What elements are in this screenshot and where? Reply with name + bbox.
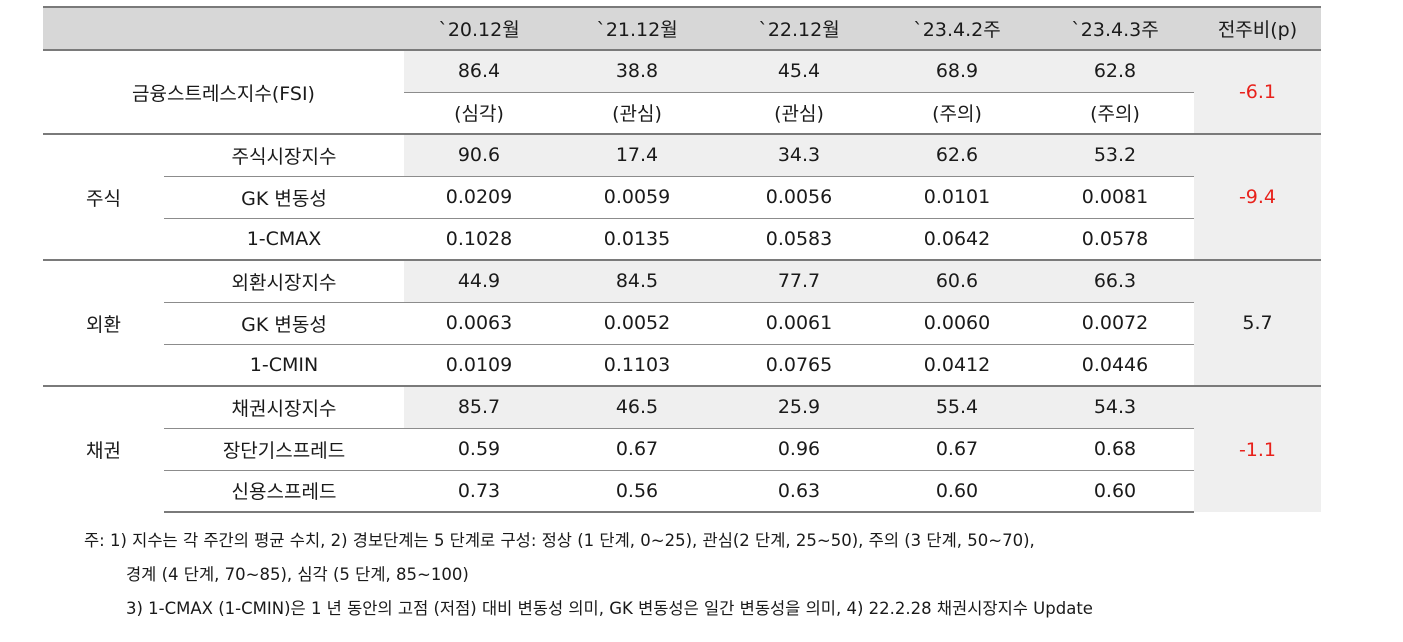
table-row: 1-CMAX 0.1028 0.0135 0.0583 0.0642 0.057…: [43, 217, 1321, 260]
footnote-line: 주: 1) 지수는 각 주간의 평균 수치, 2) 경보단계는 5 단계로 구성…: [84, 531, 1035, 550]
cell-value: 0.60: [1036, 469, 1194, 513]
cell-value: 0.56: [554, 469, 720, 513]
fsi-level: (관심): [554, 91, 720, 134]
header-period-1: `20.12월: [404, 6, 554, 51]
header-blank-1: [43, 6, 164, 51]
cell-value: 17.4: [554, 133, 720, 176]
cell-value: 0.96: [720, 427, 878, 470]
cell-value: 0.0060: [878, 301, 1036, 344]
cell-value: 0.68: [1036, 427, 1194, 470]
cell-value: 84.5: [554, 259, 720, 302]
row-label: 1-CMAX: [164, 217, 404, 260]
cell-value: 66.3: [1036, 259, 1194, 302]
cell-value: 0.0135: [554, 217, 720, 260]
cell-value: 55.4: [878, 385, 1036, 428]
table-row: 채권 채권시장지수 85.7 46.5 25.9 55.4 54.3 -1.1: [43, 385, 1321, 512]
row-label: 외환시장지수: [164, 259, 404, 302]
cell-value: 0.60: [878, 469, 1036, 513]
cell-value: 0.0052: [554, 301, 720, 344]
cell-value: 90.6: [404, 133, 554, 176]
table-row: 신용스프레드 0.73 0.56 0.63 0.60 0.60: [43, 469, 1321, 513]
cell-value: 0.0583: [720, 217, 878, 260]
group-label-stock: 주식: [43, 133, 164, 260]
table-row: 장단기스프레드 0.59 0.67 0.96 0.67 0.68: [43, 427, 1321, 470]
row-label: 1-CMIN: [164, 343, 404, 386]
header-blank-2: [164, 6, 404, 51]
fsi-level: (심각): [404, 91, 554, 134]
cell-value: 0.67: [878, 427, 1036, 470]
cell-value: 0.0072: [1036, 301, 1194, 344]
header-period-2: `21.12월: [554, 6, 720, 51]
cell-value: 0.59: [404, 427, 554, 470]
fsi-value: 86.4: [404, 50, 554, 92]
group-change-fx: 5.7: [1194, 259, 1321, 386]
cell-value: 0.0642: [878, 217, 1036, 260]
cell-value: 0.0765: [720, 343, 878, 386]
table-row: GK 변동성 0.0063 0.0052 0.0061 0.0060 0.007…: [43, 301, 1321, 344]
cell-value: 0.0412: [878, 343, 1036, 386]
group-label-bond: 채권: [43, 385, 164, 512]
footnote-line: 경계 (4 단계, 70~85), 심각 (5 단계, 85~100): [126, 565, 469, 584]
cell-value: 0.0101: [878, 175, 1036, 218]
row-label: GK 변동성: [164, 175, 404, 218]
table-footnotes: 주: 1) 지수는 각 주간의 평균 수치, 2) 경보단계는 5 단계로 구성…: [84, 524, 1093, 626]
cell-value: 25.9: [720, 385, 878, 428]
fsi-change: -6.1: [1194, 50, 1321, 134]
fsi-value: 62.8: [1036, 50, 1194, 92]
cell-value: 60.6: [878, 259, 1036, 302]
header-change: 전주비(p): [1194, 6, 1321, 51]
fsi-value: 38.8: [554, 50, 720, 92]
row-label: 채권시장지수: [164, 385, 404, 428]
fsi-value: 68.9: [878, 50, 1036, 92]
cell-value: 54.3: [1036, 385, 1194, 428]
cell-value: 34.3: [720, 133, 878, 176]
header-row: `20.12월 `21.12월 `22.12월 `23.4.2주 `23.4.3…: [43, 6, 1321, 51]
row-label: 주식시장지수: [164, 133, 404, 176]
cell-value: 0.0059: [554, 175, 720, 218]
footnote-line: 3) 1-CMAX (1-CMIN)은 1 년 동안의 고점 (저점) 대비 변…: [126, 599, 1093, 618]
cell-value: 0.0056: [720, 175, 878, 218]
table-row: 주식 주식시장지수 90.6 17.4 34.3 62.6 53.2 -9.4: [43, 133, 1321, 260]
cell-value: 0.0081: [1036, 175, 1194, 218]
header-period-4: `23.4.2주: [878, 6, 1036, 51]
cell-value: 77.7: [720, 259, 878, 302]
group-change-stock: -9.4: [1194, 133, 1321, 260]
row-label: 장단기스프레드: [164, 427, 404, 470]
fsi-label: 금융스트레스지수(FSI): [132, 82, 315, 105]
fsi-level: (주의): [878, 91, 1036, 134]
cell-value: 0.67: [554, 427, 720, 470]
cell-value: 0.0578: [1036, 217, 1194, 260]
cell-value: 62.6: [878, 133, 1036, 176]
row-label: GK 변동성: [164, 301, 404, 344]
cell-value: 0.0446: [1036, 343, 1194, 386]
header-period-5: `23.4.3주: [1036, 6, 1194, 51]
fsi-levels-row: (심각) (관심) (관심) (주의) (주의): [43, 91, 1321, 134]
fsi-values-row: 금융스트레스지수(FSI) 86.4 38.8 45.4 68.9 62.8 -…: [43, 50, 1321, 134]
cell-value: 0.0061: [720, 301, 878, 344]
cell-value: 0.1103: [554, 343, 720, 386]
fsi-table: `20.12월 `21.12월 `22.12월 `23.4.2주 `23.4.3…: [43, 6, 1321, 513]
table-row: 외환 외환시장지수 44.9 84.5 77.7 60.6 66.3 5.7: [43, 259, 1321, 386]
fsi-level: (관심): [720, 91, 878, 134]
cell-value: 46.5: [554, 385, 720, 428]
row-label: 신용스프레드: [164, 469, 404, 513]
cell-value: 0.1028: [404, 217, 554, 260]
cell-value: 85.7: [404, 385, 554, 428]
cell-value: 0.0109: [404, 343, 554, 386]
cell-value: 0.73: [404, 469, 554, 513]
table-row: GK 변동성 0.0209 0.0059 0.0056 0.0101 0.008…: [43, 175, 1321, 218]
group-change-bond: -1.1: [1194, 385, 1321, 512]
group-label-fx: 외환: [43, 259, 164, 386]
cell-value: 0.63: [720, 469, 878, 513]
cell-value: 44.9: [404, 259, 554, 302]
cell-value: 0.0209: [404, 175, 554, 218]
cell-value: 0.0063: [404, 301, 554, 344]
header-period-3: `22.12월: [720, 6, 878, 51]
fsi-value: 45.4: [720, 50, 878, 92]
fsi-level: (주의): [1036, 91, 1194, 134]
cell-value: 53.2: [1036, 133, 1194, 176]
table-row: 1-CMIN 0.0109 0.1103 0.0765 0.0412 0.044…: [43, 343, 1321, 386]
